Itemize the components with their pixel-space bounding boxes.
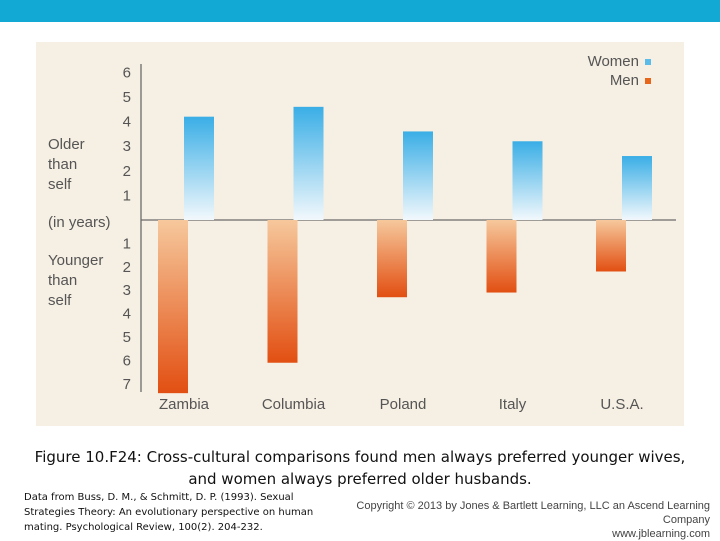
y-axis-label-upper: than: [48, 156, 77, 173]
bar-women-italy: [512, 141, 543, 220]
bar-men-usa: [596, 220, 626, 272]
bar-women-usa: [622, 156, 652, 220]
figure-panel: 1 2 3 4 5 6 1 2 3 4 5 6 7 Older than self (in years) Youn…: [36, 42, 684, 426]
bar-women-poland: [403, 131, 433, 220]
y-tick-label: 3: [123, 282, 131, 299]
figure-caption: Figure 10.F24: Cross-cultural comparison…: [34, 448, 686, 488]
bar-men-poland: [377, 220, 407, 298]
y-axis-label-upper: Older: [48, 136, 85, 153]
x-category-label: U.S.A.: [600, 396, 643, 413]
y-axis-label-upper: self: [48, 176, 72, 193]
y-tick-label: 6: [123, 64, 131, 81]
x-category-label: Zambia: [159, 396, 210, 413]
bar-men-columbia: [267, 220, 298, 363]
legend-swatch-women: [645, 59, 651, 65]
legend-swatch-men: [645, 78, 651, 84]
copyright-notice: Copyright © 2013 by Jones & Bartlett Lea…: [312, 499, 710, 541]
legend-label-women: Women: [588, 53, 639, 70]
top-accent-bar: [0, 0, 720, 22]
y-axis-label-lower: Younger: [48, 252, 103, 269]
y-tick-label: 1: [123, 235, 131, 252]
age-preference-chart: 1 2 3 4 5 6 1 2 3 4 5 6 7 Older than self (in years) Youn…: [48, 53, 676, 413]
bar-women-zambia: [184, 116, 214, 220]
publisher-url: www.jblearning.com: [612, 528, 710, 540]
y-tick-label: 1: [123, 187, 131, 204]
bar-women-columbia: [293, 106, 324, 220]
legend-label-men: Men: [610, 72, 639, 89]
x-category-label: Poland: [380, 396, 427, 413]
y-tick-label: 2: [123, 163, 131, 180]
y-tick-label: 6: [123, 352, 131, 369]
y-tick-label: 2: [123, 259, 131, 276]
y-axis-label-lower: self: [48, 292, 72, 309]
bar-men-italy: [486, 220, 517, 293]
y-tick-label: 5: [123, 89, 131, 106]
data-citation: Data from Buss, D. M., & Schmitt, D. P. …: [24, 492, 314, 533]
copyright-line: Copyright © 2013 by Jones & Bartlett Lea…: [356, 500, 710, 526]
y-tick-label: 5: [123, 329, 131, 346]
y-tick-label: 4: [123, 114, 131, 131]
y-tick-label: 3: [123, 138, 131, 155]
bar-men-zambia: [158, 220, 188, 394]
y-axis-label-middle: (in years): [48, 214, 111, 231]
y-tick-label: 7: [123, 376, 131, 393]
y-axis-label-lower: than: [48, 272, 77, 289]
y-tick-label: 4: [123, 306, 131, 323]
x-category-label: Italy: [499, 396, 527, 413]
x-category-label: Columbia: [262, 396, 326, 413]
